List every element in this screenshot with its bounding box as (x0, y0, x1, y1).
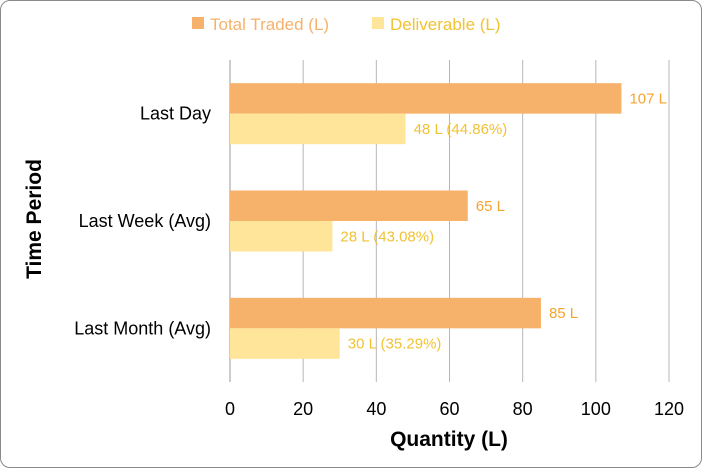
bar (230, 190, 468, 221)
legend-swatch (192, 17, 204, 29)
bar (230, 297, 541, 329)
x-tick-labels: 0 20 40 60 80 100 120 (225, 399, 684, 419)
bar (230, 113, 406, 145)
bar (230, 221, 333, 252)
legend-label: Total Traded (L) (210, 15, 329, 34)
category-label: Last Month (Avg) (74, 318, 211, 338)
bars (230, 83, 622, 359)
x-tick-label: 120 (654, 399, 684, 419)
category-label: Last Week (Avg) (79, 211, 211, 231)
bar (230, 328, 340, 359)
data-label: 28 L (43.08%) (340, 228, 434, 245)
x-tick-label: 80 (513, 399, 533, 419)
x-tick-label: 0 (225, 399, 235, 419)
data-labels: 107 L 48 L (44.86%) 65 L 28 L (43.08%) 85 L 3… (340, 90, 667, 352)
y-axis-title: Time Period (23, 159, 46, 279)
x-tick-label: 60 (439, 399, 459, 419)
data-label: 85 L (549, 305, 578, 322)
x-axis-title: Quantity (L) (390, 428, 508, 451)
data-label: 65 L (476, 198, 505, 215)
bar (230, 83, 622, 114)
legend-label: Deliverable (L) (390, 15, 501, 34)
data-label: 30 L (35.29%) (348, 336, 442, 353)
category-labels: Last Day Last Week (Avg) Last Month (Avg) (74, 104, 211, 339)
x-tick-label: 40 (366, 399, 386, 419)
data-label: 48 L (44.86%) (414, 121, 508, 138)
data-label: 107 L (629, 90, 667, 107)
legend: Total Traded (L) Deliverable (L) (192, 15, 501, 34)
x-tick-label: 100 (581, 399, 611, 419)
category-label: Last Day (140, 104, 211, 124)
x-tick-label: 20 (293, 399, 313, 419)
legend-swatch (372, 17, 384, 29)
